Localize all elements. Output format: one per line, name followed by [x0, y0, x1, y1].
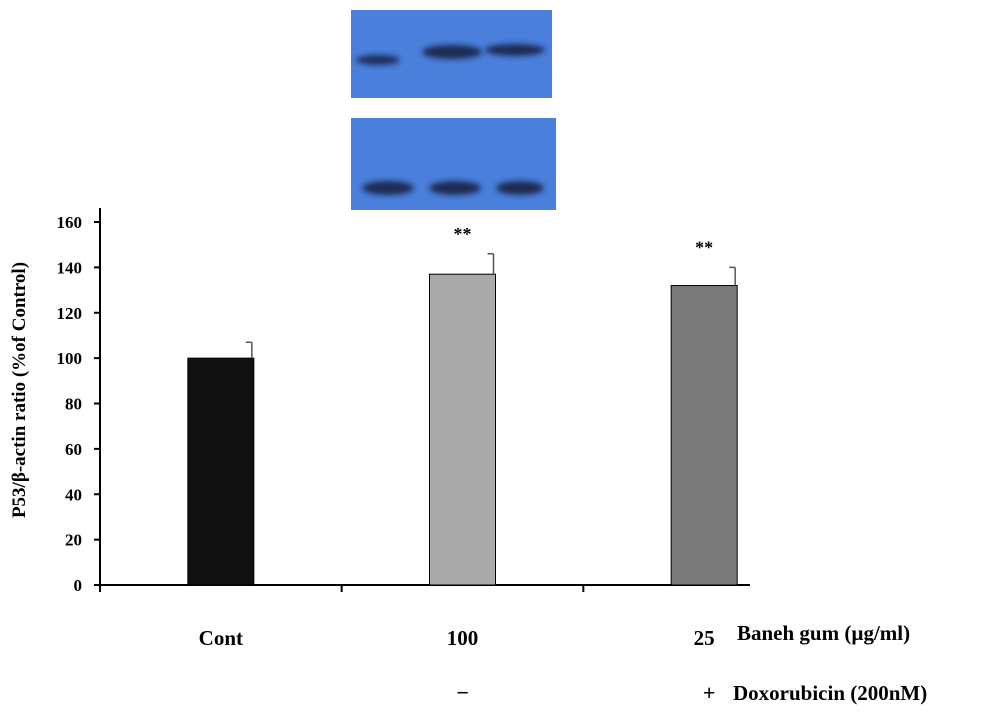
bar — [187, 357, 255, 586]
bars: ** ** — [187, 224, 738, 586]
blot-band — [429, 181, 481, 195]
y-tick-label: 60 — [65, 440, 82, 459]
category-label: Cont — [199, 626, 243, 650]
western-blot-beta-actin — [351, 118, 556, 210]
y-tick-label: 80 — [65, 395, 82, 414]
treatment-row-1-label: Baneh gum (µg/ml) — [737, 621, 910, 645]
x-ticks — [99, 585, 585, 592]
y-tick-label: 20 — [65, 531, 82, 550]
significance-label: ** — [454, 224, 472, 244]
y-tick-label: 160 — [57, 213, 83, 232]
y-axis-label: P53/β-actin ratio (%of Control) — [9, 262, 30, 518]
blot-band — [496, 181, 544, 195]
treatment-row-2-values: − + — [456, 680, 715, 705]
blot-band — [422, 45, 482, 59]
bar — [670, 285, 738, 586]
significance-label: ** — [695, 237, 713, 257]
blot-band — [356, 55, 400, 65]
western-blot-p53 — [351, 10, 552, 98]
y-tick-label: 120 — [57, 304, 83, 323]
y-ticks: 0 20 40 60 80 100 120 140 160 — [57, 213, 100, 595]
bar — [429, 273, 496, 586]
category-label: 100 — [447, 626, 479, 650]
blot-band — [485, 44, 545, 56]
y-tick-label: 40 — [65, 485, 82, 504]
blot-band — [362, 181, 414, 195]
category-labels: Cont 100 25 — [199, 626, 715, 650]
category-label: 25 — [694, 626, 715, 650]
treatment-row-2-value: − — [456, 680, 469, 705]
treatment-row-2-label: Doxorubicin (200nM) — [733, 681, 927, 705]
y-tick-label: 0 — [74, 576, 83, 595]
y-tick-label: 140 — [57, 258, 83, 277]
y-tick-label: 100 — [57, 349, 83, 368]
blot-panel-bottom — [351, 118, 556, 210]
treatment-row-2-value: + — [703, 680, 716, 705]
